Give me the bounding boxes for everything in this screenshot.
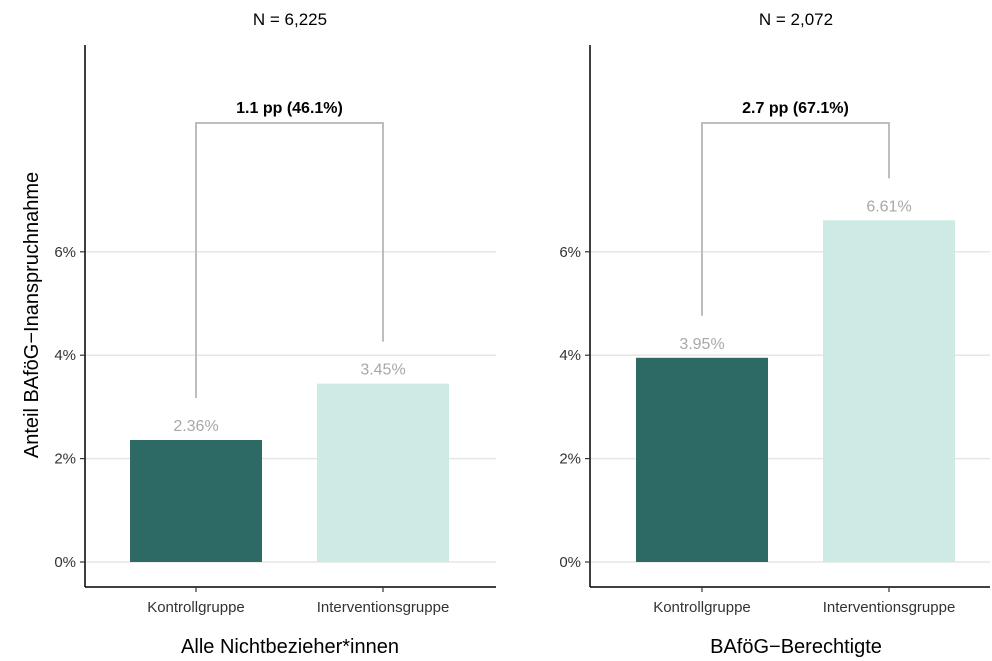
difference-bracket <box>701 122 890 316</box>
y-tick-label: 4% <box>54 347 76 364</box>
x-tick-label: Kontrollgruppe <box>147 599 245 616</box>
y-axis-title: Anteil BAföG−Inanspruchnahme <box>21 172 43 458</box>
x-tick-label: Interventionsgruppe <box>317 599 450 616</box>
bar-value-label: 2.36% <box>173 418 218 435</box>
y-tick-label: 4% <box>559 347 581 364</box>
sample-size-label: N = 2,072 <box>759 10 833 29</box>
panel-all-non-recipients: 0% 2% 4% 6% 2.36% Kontrollgruppe 3.45% Interven… <box>54 10 496 658</box>
y-tick-label: 0% <box>559 554 581 571</box>
facet-title: Alle Nichtbezieher*innen <box>181 636 399 658</box>
bar-value-label: 6.61% <box>866 198 911 215</box>
bar-value-label: 3.45% <box>360 362 405 379</box>
y-tick-label: 0% <box>54 554 76 571</box>
x-tick-label: Kontrollgruppe <box>653 599 751 616</box>
sample-size-label: N = 6,225 <box>253 10 327 29</box>
facet-title: BAföG−Berechtigte <box>710 636 882 658</box>
bar-kontrollgruppe <box>130 439 262 562</box>
bar-kontrollgruppe <box>636 357 768 562</box>
y-tick-label: 2% <box>559 451 581 468</box>
difference-label: 1.1 pp (46.1%) <box>236 100 343 117</box>
difference-bracket <box>195 122 384 398</box>
bar-value-label: 3.95% <box>679 336 724 353</box>
x-tick-label: Interventionsgruppe <box>823 599 956 616</box>
bar-interventionsgruppe <box>317 383 449 562</box>
difference-label: 2.7 pp (67.1%) <box>742 100 849 117</box>
bar-interventionsgruppe <box>823 220 955 562</box>
y-tick-label: 2% <box>54 451 76 468</box>
y-tick-label: 6% <box>559 244 581 261</box>
y-tick-label: 6% <box>54 244 76 261</box>
panel-bafoeg-eligible: 0% 2% 4% 6% 3.95% Kontrollgruppe 6.61% Interven… <box>559 10 990 658</box>
